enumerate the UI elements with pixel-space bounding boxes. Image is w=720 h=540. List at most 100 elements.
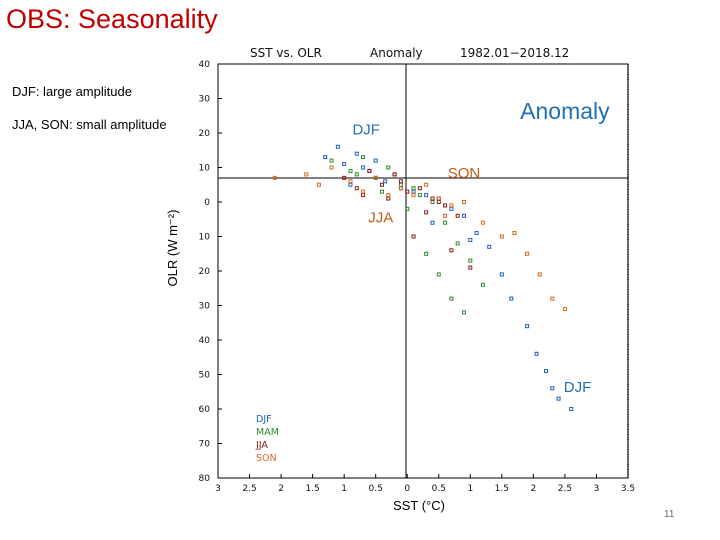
point-djf [509,296,514,301]
point-jja [424,210,429,215]
x-axis-title: SST (°C) [393,498,445,513]
y-tick-label: 70 [199,440,211,450]
point-djf [342,162,347,167]
point-mam [468,258,473,263]
point-djf [556,396,561,401]
y-tick-label: 10 [199,233,211,243]
y-axis-title: OLR (W m⁻²) [165,210,180,287]
chart-header-left: SST vs. OLR [250,46,322,60]
point-jja [367,168,372,173]
point-son [525,251,530,256]
point-djf [430,220,435,225]
point-mam [462,310,466,315]
legend-entry-son: SON [256,453,277,464]
point-son [411,193,416,198]
y-tick-label: 50 [199,371,211,381]
point-son [436,196,441,201]
point-jja [342,175,347,180]
y-tick-label: 20 [199,129,211,139]
point-jja [430,196,435,201]
point-djf [487,244,492,249]
point-djf [525,324,530,329]
chart-legend: DJF MAM JJA SON [255,414,279,464]
point-son [550,296,555,301]
point-mam [455,241,460,246]
point-jja [443,203,448,208]
point-djf [449,206,454,211]
point-son [449,203,454,208]
point-jja [392,172,397,177]
point-mam [354,172,359,177]
y-tick-label: 80 [199,474,211,484]
point-mam [449,296,454,301]
x-axis-ticks: 3 2.5 2 1.5 1 0.5 0 0.5 1 1.5 2 2.5 3 3.5 [215,474,635,494]
point-djf [499,272,504,277]
x-tick-label: 0.5 [432,484,446,494]
point-son [316,182,321,187]
y-tick-label: 10 [199,164,211,174]
point-jja [380,182,384,187]
y-tick-label: 30 [199,95,211,105]
point-djf [411,189,416,194]
note-djf-amplitude: DJF: large amplitude [12,84,132,99]
point-jja [354,186,359,191]
x-tick-label: 2 [278,484,284,494]
point-mam [386,165,391,170]
point-djf [335,144,340,149]
point-mam [443,220,448,225]
point-son [562,306,567,311]
point-mam [361,155,366,160]
chart-header-right: 1982.01−2018.12 [460,46,569,60]
point-djf [424,193,429,198]
point-mam [424,251,429,256]
point-djf [544,369,548,374]
slide-number: 11 [664,509,675,520]
point-mam [398,182,403,187]
point-son [480,220,485,225]
point-mam [380,189,384,194]
point-mam [430,200,435,204]
x-tick-label: 0.5 [369,484,383,494]
x-tick-label: 1 [467,484,473,494]
point-djf [462,213,466,218]
point-son [386,193,391,198]
season-callout-jja: JJA [368,210,393,227]
plot-frame [217,63,629,479]
y-tick-label: 40 [199,60,211,70]
point-mam [411,186,416,191]
x-tick-label: 2 [531,484,537,494]
point-mam [329,158,334,163]
point-jja [361,193,366,198]
slide-title: OBS: Seasonality [6,4,218,34]
y-axis-ticks: 40 30 20 10 0 10 20 30 40 50 60 70 80 [199,60,222,484]
y-tick-label: 40 [199,336,211,346]
point-son [348,179,353,184]
chart-header-middle: Anomaly [370,46,423,60]
point-son [398,186,403,191]
point-son [272,175,277,180]
point-djf [468,237,473,242]
x-tick-label: 1 [341,484,347,494]
legend-entry-jja: JJA [255,440,268,451]
point-jja [386,196,391,201]
point-son [462,200,466,204]
point-djf [323,155,328,160]
x-tick-label: 1.5 [495,484,509,494]
point-jja [411,234,416,239]
point-son [443,213,448,218]
x-tick-label: 3.5 [621,484,635,494]
x-tick-label: 0 [404,484,410,494]
point-djf [383,179,388,184]
point-jja [417,186,422,191]
point-son [329,165,334,170]
point-son [499,234,504,239]
note-jja-son-amplitude: JJA, SON: small amplitude [12,117,167,132]
point-jja [398,179,403,184]
point-mam [436,272,441,277]
season-callout-son: SON [448,165,481,182]
y-tick-label: 30 [199,302,211,312]
point-djf [550,386,555,391]
x-tick-label: 2.5 [242,484,256,494]
point-jja [455,213,460,218]
data-points [272,144,574,411]
